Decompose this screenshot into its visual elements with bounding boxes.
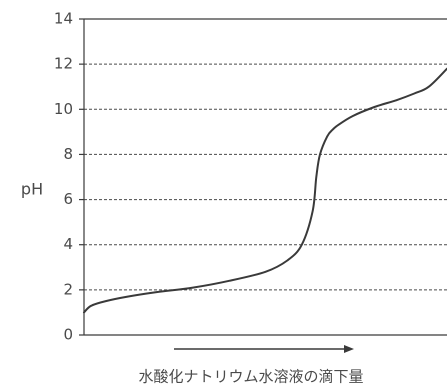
series-layer [83,67,447,314]
grid-layer [84,18,447,291]
y-tick-label-0: 0 [63,326,73,344]
x-axis-title: 水酸化ナトリウム水溶液の滴下量 [138,368,363,386]
x-direction-arrow [174,345,354,353]
y-axis-title: pH [21,180,43,199]
y-tick-label-12: 12 [54,55,73,73]
y-tick-label-14: 14 [54,10,73,28]
axis-layer [83,19,447,336]
series-line-0 [83,67,447,314]
y-tick-label-2: 2 [63,280,73,298]
x-direction-arrow-head [344,345,354,353]
y-tick-label-10: 10 [54,100,73,118]
y-tick-label-4: 4 [63,235,73,253]
tick-layer: 0 2 4 6 8 10 12 14 [54,10,84,344]
y-tick-label-6: 6 [63,190,73,208]
y-tick-label-8: 8 [63,145,73,163]
